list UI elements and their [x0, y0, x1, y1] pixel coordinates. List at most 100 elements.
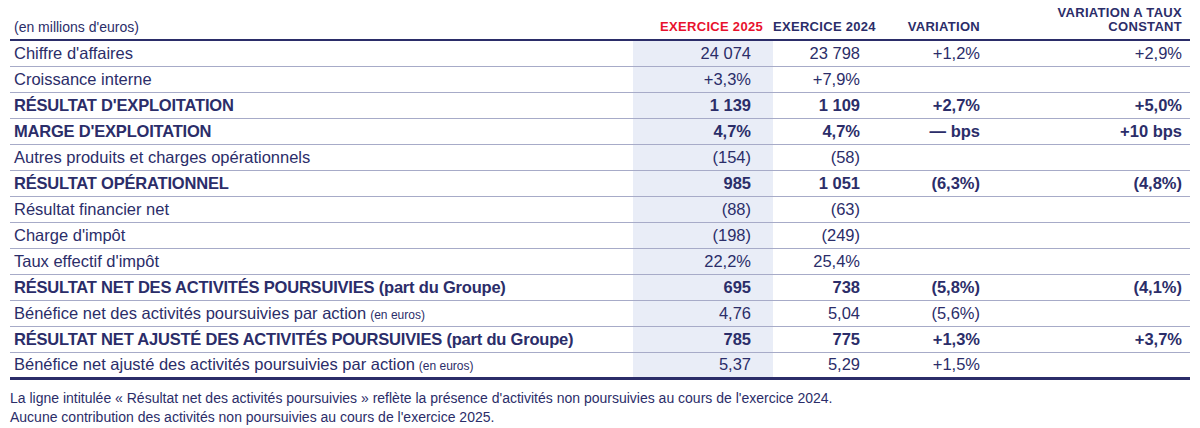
cell-exercice-2024: 1 109 [773, 92, 884, 118]
cell-exercice-2025: +3,3% [633, 66, 773, 92]
table-row-taux-effectif-dimpot: Taux effectif d'impôt 22,2% 25,4% [10, 248, 1190, 274]
cell-variation-taux-constant [1004, 300, 1190, 326]
row-label-suffix: (en euros) [419, 359, 474, 373]
cell-exercice-2024: 5,04 [773, 300, 884, 326]
cell-variation [884, 196, 1004, 222]
table-row-resultat-operationnel: RÉSULTAT OPÉRATIONNEL 985 1 051 (6,3%) (… [10, 170, 1190, 196]
cell-variation-taux-constant: +5,0% [1004, 92, 1190, 118]
col-header-vtc-line1: VARIATION A TAUX [1004, 6, 1182, 20]
row-label: Bénéfice net des activités poursuivies p… [10, 300, 633, 326]
cell-exercice-2024: 775 [773, 326, 884, 352]
row-label-text: Autres produits et charges opérationnels [14, 148, 310, 166]
cell-variation-taux-constant [1004, 222, 1190, 248]
row-label-text: RÉSULTAT OPÉRATIONNEL [14, 174, 229, 192]
cell-exercice-2024: 1 051 [773, 170, 884, 196]
row-label-text: Croissance interne [14, 70, 152, 88]
table-row-charge-dimpot: Charge d'impôt (198) (249) [10, 222, 1190, 248]
cell-exercice-2025: 1 139 [633, 92, 773, 118]
cell-variation: (5,8%) [884, 274, 1004, 300]
cell-variation-taux-constant [1004, 66, 1190, 92]
cell-variation [884, 222, 1004, 248]
row-label-text: Chiffre d'affaires [14, 44, 133, 62]
cell-variation: (5,6%) [884, 300, 1004, 326]
table-header-row: (en millions d'euros) EXERCICE 2025 EXER… [10, 6, 1190, 40]
cell-variation: — bps [884, 118, 1004, 144]
cell-exercice-2024: 5,29 [773, 352, 884, 378]
table-row-resultat-dexploitation: RÉSULTAT D'EXPLOITATION 1 139 1 109 +2,7… [10, 92, 1190, 118]
table-row-benefice-net-ajuste-par-action: Bénéfice net ajusté des activités poursu… [10, 352, 1190, 378]
cell-exercice-2025: (154) [633, 144, 773, 170]
row-label-text: Résultat financier net [14, 200, 169, 218]
table-body: Chiffre d'affaires 24 074 23 798 +1,2% +… [10, 40, 1190, 378]
row-label-suffix: (en euros) [370, 308, 425, 322]
table-row-marge-dexploitation: MARGE D'EXPLOITATION 4,7% 4,7% — bps +10… [10, 118, 1190, 144]
cell-variation [884, 248, 1004, 274]
financial-results-table: (en millions d'euros) EXERCICE 2025 EXER… [10, 6, 1190, 380]
row-label: Bénéfice net ajusté des activités poursu… [10, 352, 633, 378]
row-label: RÉSULTAT D'EXPLOITATION [10, 92, 633, 118]
row-label-text: RÉSULTAT NET AJUSTÉ DES ACTIVITÉS POURSU… [14, 330, 573, 348]
cell-variation: +1,2% [884, 40, 1004, 66]
cell-variation: +2,7% [884, 92, 1004, 118]
table-row-resultat-net-ajuste: RÉSULTAT NET AJUSTÉ DES ACTIVITÉS POURSU… [10, 326, 1190, 352]
cell-exercice-2025: 985 [633, 170, 773, 196]
table-row-croissance-interne: Croissance interne +3,3% +7,9% [10, 66, 1190, 92]
footnotes: La ligne intitulée « Résultat net des ac… [10, 389, 1190, 427]
row-label: Résultat financier net [10, 196, 633, 222]
cell-variation-taux-constant [1004, 352, 1190, 378]
table-row-resultat-net-activites-poursuivies: RÉSULTAT NET DES ACTIVITÉS POURSUIVIES (… [10, 274, 1190, 300]
cell-exercice-2024: 23 798 [773, 40, 884, 66]
row-label: Autres produits et charges opérationnels [10, 144, 633, 170]
cell-exercice-2025: 5,37 [633, 352, 773, 378]
row-label-text: RÉSULTAT NET DES ACTIVITÉS POURSUIVIES (… [14, 278, 506, 296]
cell-exercice-2025: 22,2% [633, 248, 773, 274]
cell-variation-taux-constant: +10 bps [1004, 118, 1190, 144]
cell-exercice-2025: 695 [633, 274, 773, 300]
row-label-text: Taux effectif d'impôt [14, 252, 159, 270]
cell-exercice-2025: (198) [633, 222, 773, 248]
col-header-variation-taux-constant: VARIATION A TAUX CONSTANT [1004, 6, 1190, 40]
row-label-text: RÉSULTAT D'EXPLOITATION [14, 96, 234, 114]
table-row-benefice-net-par-action: Bénéfice net des activités poursuivies p… [10, 300, 1190, 326]
row-label: Croissance interne [10, 66, 633, 92]
cell-variation [884, 66, 1004, 92]
cell-exercice-2024: 738 [773, 274, 884, 300]
cell-exercice-2025: 4,76 [633, 300, 773, 326]
row-label: Chiffre d'affaires [10, 40, 633, 66]
row-label-text: MARGE D'EXPLOITATION [14, 122, 211, 140]
cell-exercice-2024: 4,7% [773, 118, 884, 144]
cell-variation-taux-constant: (4,1%) [1004, 274, 1190, 300]
cell-variation-taux-constant: +2,9% [1004, 40, 1190, 66]
row-label-text: Bénéfice net des activités poursuivies p… [14, 304, 366, 322]
row-label: RÉSULTAT NET AJUSTÉ DES ACTIVITÉS POURSU… [10, 326, 633, 352]
financial-results-page: (en millions d'euros) EXERCICE 2025 EXER… [0, 0, 1200, 427]
cell-variation: +1,3% [884, 326, 1004, 352]
cell-variation [884, 144, 1004, 170]
cell-variation: +1,5% [884, 352, 1004, 378]
cell-exercice-2024: (58) [773, 144, 884, 170]
table-row-resultat-financier-net: Résultat financier net (88) (63) [10, 196, 1190, 222]
row-label: Charge d'impôt [10, 222, 633, 248]
cell-variation-taux-constant [1004, 248, 1190, 274]
row-label-text: Charge d'impôt [14, 226, 125, 244]
cell-exercice-2024: (249) [773, 222, 884, 248]
cell-variation: (6,3%) [884, 170, 1004, 196]
table-row-autres-produits-charges: Autres produits et charges opérationnels… [10, 144, 1190, 170]
footnote-line-2: Aucune contribution des activités non po… [10, 408, 1190, 427]
row-label: RÉSULTAT NET DES ACTIVITÉS POURSUIVIES (… [10, 274, 633, 300]
row-label-text: Bénéfice net ajusté des activités poursu… [14, 355, 415, 373]
row-label: Taux effectif d'impôt [10, 248, 633, 274]
table-row-chiffre-daffaires: Chiffre d'affaires 24 074 23 798 +1,2% +… [10, 40, 1190, 66]
cell-exercice-2025: 785 [633, 326, 773, 352]
cell-exercice-2025: (88) [633, 196, 773, 222]
cell-variation-taux-constant: (4,8%) [1004, 170, 1190, 196]
cell-exercice-2024: (63) [773, 196, 884, 222]
cell-exercice-2025: 24 074 [633, 40, 773, 66]
cell-variation-taux-constant: +3,7% [1004, 326, 1190, 352]
cell-exercice-2024: 25,4% [773, 248, 884, 274]
row-label: MARGE D'EXPLOITATION [10, 118, 633, 144]
cell-exercice-2025: 4,7% [633, 118, 773, 144]
col-header-exercice-2024: EXERCICE 2024 [773, 6, 884, 40]
col-header-variation: VARIATION [884, 6, 1004, 40]
cell-exercice-2024: +7,9% [773, 66, 884, 92]
